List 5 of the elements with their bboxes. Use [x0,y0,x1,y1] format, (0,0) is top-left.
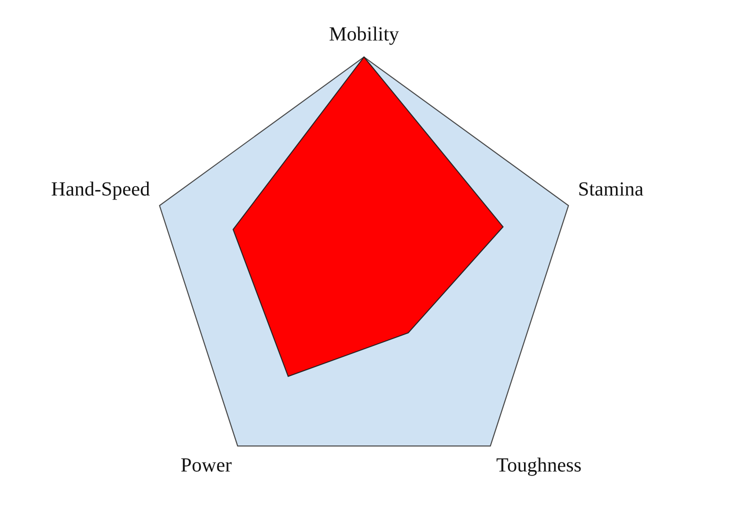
spoke-label: Stamina [578,178,644,201]
spoke-label: Toughness [496,454,582,476]
spoke-label: Hand-Speed [51,178,150,201]
spoke-label: Mobility [328,23,400,46]
spoke-label: Power [180,454,232,476]
